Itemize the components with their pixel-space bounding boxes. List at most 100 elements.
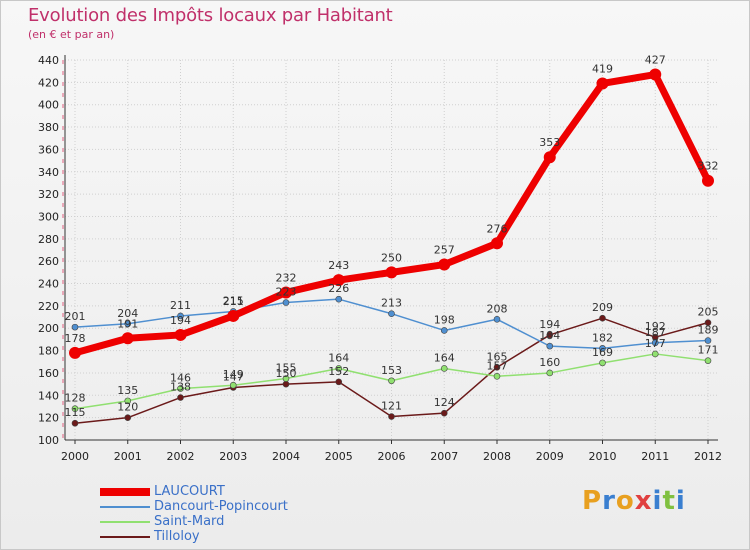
data-point [599, 359, 606, 367]
gridlines [65, 59, 718, 441]
data-label: 187 [645, 326, 666, 339]
x-tick-label: 2000 [61, 450, 89, 463]
legend-swatch [100, 535, 150, 538]
data-point [177, 394, 184, 401]
data-point [282, 375, 290, 382]
data-label: 178 [65, 332, 86, 345]
legend-item: Saint-Mard [100, 514, 288, 529]
legend-item: LAUCOURT [100, 484, 288, 499]
data-label: 128 [65, 392, 86, 405]
data-label: 243 [328, 259, 349, 272]
data-label: 332 [698, 160, 719, 173]
data-point [332, 274, 345, 287]
data-point [385, 266, 398, 279]
data-point [177, 385, 184, 392]
axes: 100 120 140 160 180 200 220 240 260 280 300 320 340 3… [38, 54, 722, 463]
y-tick-label: 340 [38, 166, 59, 179]
legend-swatch [100, 520, 150, 523]
x-tick-label: 2001 [114, 450, 142, 463]
data-point [493, 364, 501, 371]
data-label: 177 [645, 337, 666, 350]
y-tick-label: 200 [38, 322, 59, 335]
data-point [335, 295, 343, 303]
data-label: 353 [539, 136, 560, 149]
data-label: 192 [645, 320, 666, 333]
data-point [493, 315, 501, 323]
data-point [121, 332, 134, 345]
chart-subtitle: (en € et par an) [28, 28, 115, 41]
data-point [704, 319, 712, 326]
data-point [493, 372, 501, 380]
y-tick-label: 240 [38, 278, 59, 291]
logo-letter: i [652, 486, 663, 516]
logo-letter: x [634, 486, 653, 516]
data-label: 276 [487, 222, 508, 235]
data-label: 152 [328, 365, 349, 378]
data-label: 121 [381, 400, 402, 413]
data-point [124, 320, 132, 328]
data-label: 226 [328, 282, 349, 295]
y-tick-label: 100 [38, 434, 59, 447]
data-label: 215 [223, 294, 244, 307]
data-label: 205 [698, 306, 719, 319]
data-point [704, 337, 712, 344]
data-label: 147 [223, 370, 244, 383]
data-label: 169 [592, 346, 613, 359]
data-label: 213 [381, 297, 402, 310]
data-label: 164 [328, 351, 349, 364]
data-label: 165 [487, 350, 508, 363]
data-label: 149 [223, 368, 244, 381]
data-label: 138 [170, 381, 191, 394]
x-tick-label: 2002 [167, 450, 195, 463]
logo-letter: i [675, 486, 686, 516]
data-point [651, 350, 659, 358]
data-point [335, 378, 343, 386]
data-point [546, 369, 554, 377]
data-label: 211 [170, 299, 191, 312]
data-point [124, 414, 132, 421]
data-label: 135 [117, 384, 138, 397]
legend-swatch [100, 505, 150, 508]
data-label: 189 [698, 324, 719, 337]
y-tick-label: 400 [38, 99, 59, 112]
data-labels: 178 191 194 211 232 243 250 257 276 353 419 427 332 2… [65, 54, 719, 420]
data-label: 124 [434, 396, 455, 409]
data-label: 150 [276, 367, 297, 380]
data-point [599, 345, 606, 352]
data-label: 157 [487, 359, 508, 372]
x-tick-label: 2004 [272, 450, 300, 463]
data-label: 115 [65, 406, 86, 419]
data-label: 153 [381, 364, 402, 377]
data-point [71, 405, 79, 413]
logo-letter: o [615, 486, 635, 516]
data-point [440, 365, 448, 372]
data-point [543, 151, 556, 164]
data-point [227, 309, 240, 322]
x-tick-label: 2003 [219, 450, 247, 463]
legend-label: Tilloloy [154, 529, 200, 544]
data-label: 419 [592, 62, 613, 75]
data-point [174, 328, 187, 341]
y-tick-label: 440 [38, 54, 59, 67]
legend-label: LAUCOURT [154, 484, 225, 499]
legend-item: Dancourt-Popincourt [100, 499, 288, 514]
proxiti-logo: Proxiti [582, 486, 686, 516]
data-label: 160 [539, 356, 560, 369]
data-label: 194 [539, 318, 560, 331]
y-tick-label: 260 [38, 255, 59, 268]
data-label: 204 [117, 307, 138, 320]
data-point [229, 381, 237, 389]
data-point [335, 365, 343, 372]
x-tick-label: 2005 [325, 450, 353, 463]
y-tick-label: 160 [38, 367, 59, 380]
x-tick-label: 2012 [694, 450, 722, 463]
legend-item: Tilloloy [100, 529, 288, 544]
data-label: 427 [645, 54, 666, 67]
data-point [71, 323, 79, 331]
x-tick-label: 2008 [483, 450, 511, 463]
data-label: 182 [592, 331, 613, 344]
data-point [440, 409, 448, 417]
data-label: 250 [381, 251, 402, 264]
y-tick-label: 220 [38, 300, 59, 313]
data-label: 171 [698, 344, 719, 357]
